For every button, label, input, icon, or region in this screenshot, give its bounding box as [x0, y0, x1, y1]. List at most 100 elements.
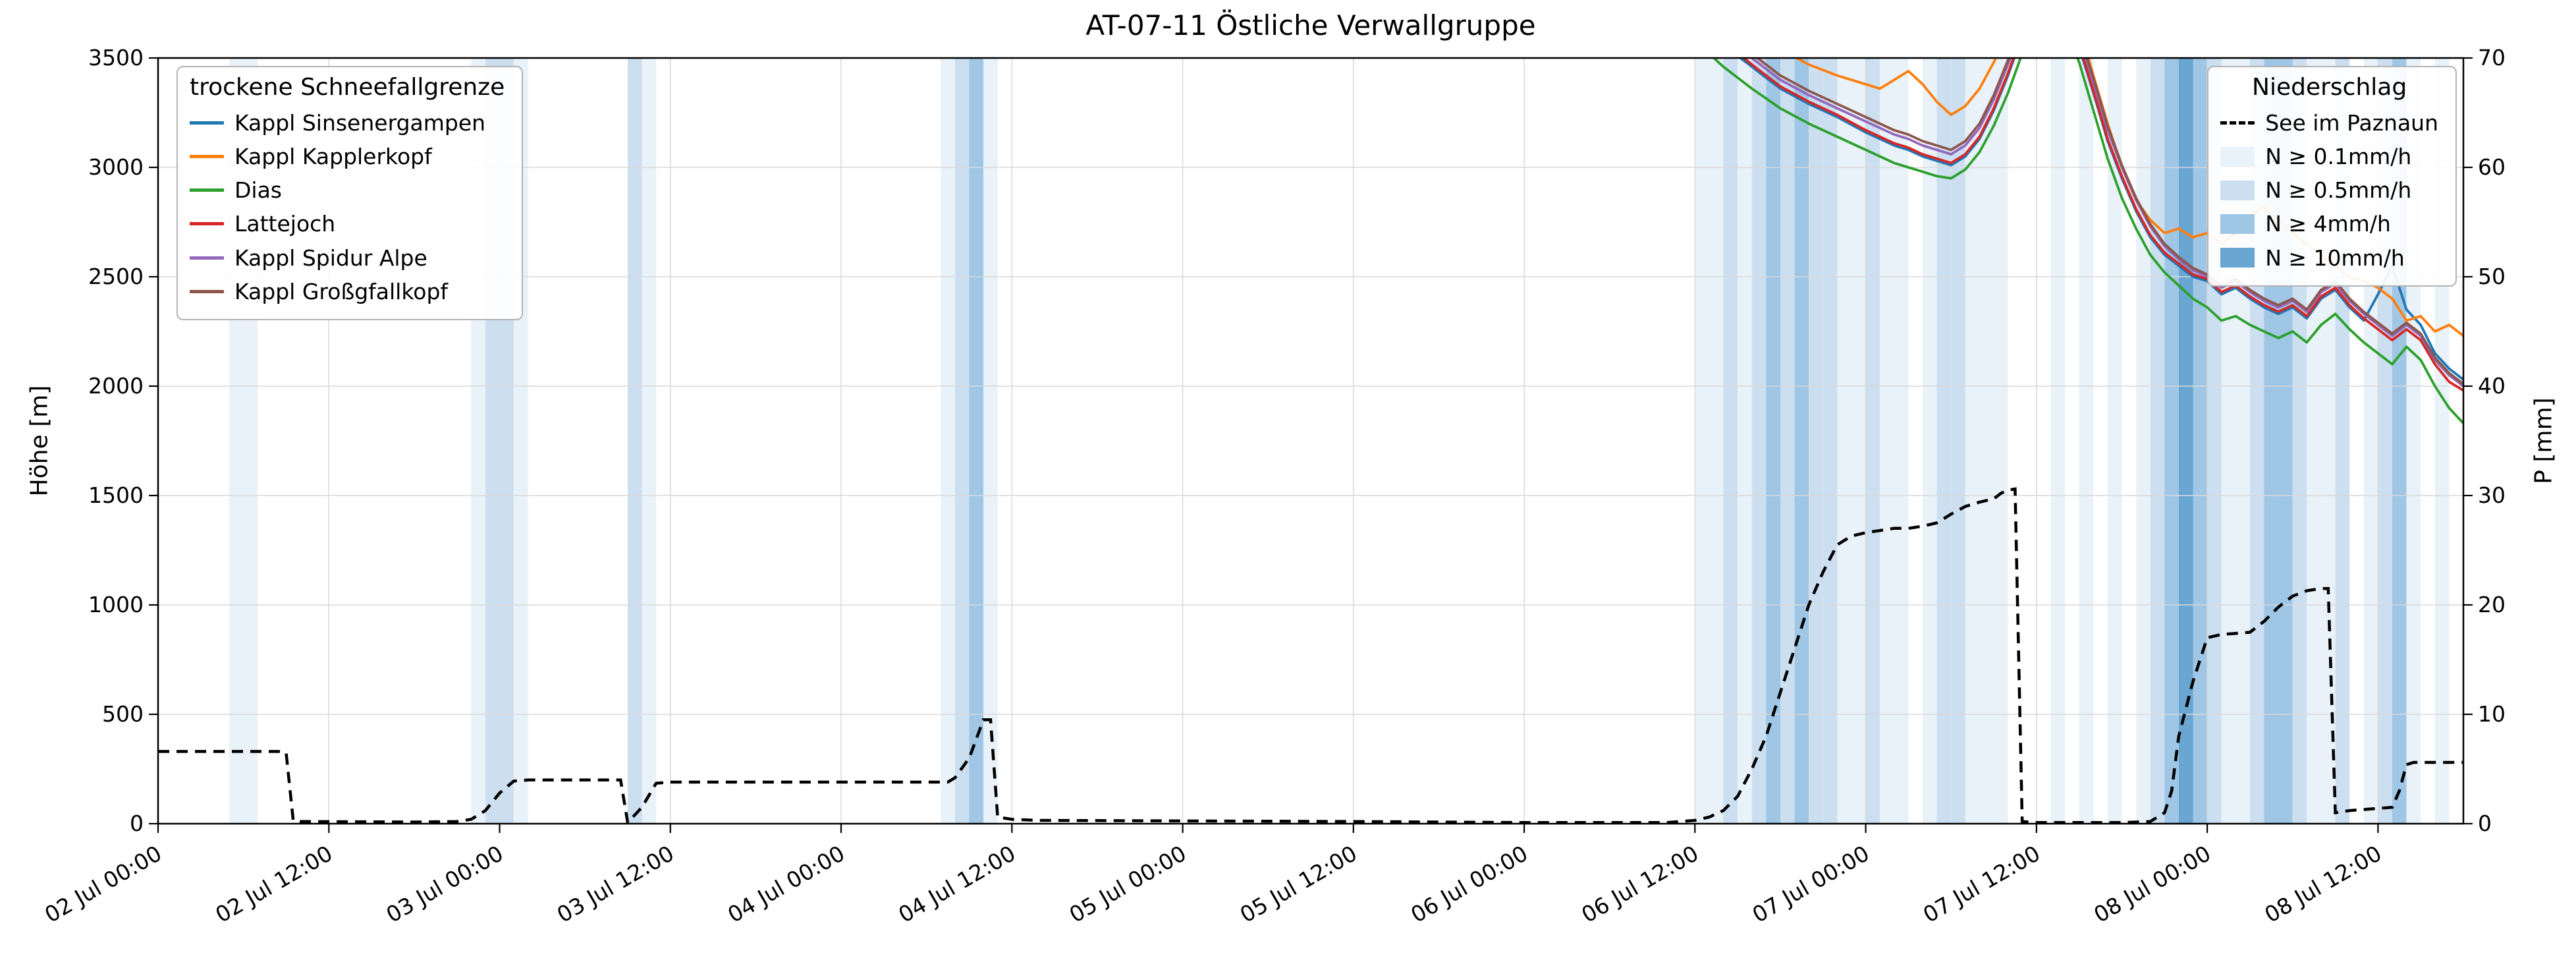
x-tick-label: 07 Jul 12:00 [1919, 840, 2044, 928]
precip-bands [229, 58, 2450, 824]
precip-band [1695, 58, 1724, 824]
line-swatch-icon [190, 289, 224, 293]
line-swatch-icon [190, 256, 224, 260]
legend-label: Dias [234, 177, 282, 204]
legend-item: N ≥ 0.1mm/h [2220, 140, 2438, 173]
precip-band [1851, 58, 1866, 824]
precip-band [983, 58, 998, 824]
precip-band [2193, 58, 2208, 824]
legend-item: Kappl Spidur Alpe [190, 241, 505, 275]
x-tick-label: 02 Jul 12:00 [211, 840, 337, 928]
legend-label: Kappl Kapplerkopf [234, 144, 432, 170]
precip-band [1822, 58, 1838, 824]
y-tick-label: 2000 [88, 373, 144, 399]
band-swatch-icon [2220, 248, 2255, 268]
precip-band [1880, 58, 1894, 824]
plot-border [157, 57, 2465, 825]
chart-title: AT-07-11 Östliche Verwallgruppe [1085, 9, 1536, 42]
legend-item: Lattejoch [190, 207, 505, 241]
y-tick-label: 30 [2478, 482, 2506, 508]
line-swatch-icon [190, 121, 224, 125]
legend-item: N ≥ 4mm/h [2220, 207, 2438, 241]
legend-item: Kappl Großgfallkopf [190, 275, 505, 308]
y-tick-label: 20 [2478, 592, 2506, 617]
y-tick-label: 50 [2478, 264, 2506, 289]
precip-band [1723, 58, 1738, 824]
precip-band [1979, 58, 1994, 824]
y-tick-label: 40 [2478, 373, 2506, 399]
precip-band [1936, 58, 1952, 824]
legend-label: Kappl Großgfallkopf [234, 278, 449, 304]
y-tick-label: 1000 [88, 592, 144, 617]
x-tick-label: 05 Jul 00:00 [1065, 840, 1191, 928]
legend-label: See im Paznaun [2265, 110, 2438, 136]
band-swatch-icon [2220, 146, 2255, 167]
legend-item: Dias [190, 173, 505, 207]
x-tick-label: 05 Jul 12:00 [1236, 840, 1361, 928]
x-tick-label: 06 Jul 00:00 [1406, 840, 1532, 928]
legend-label: N ≥ 10mm/h [2265, 244, 2405, 271]
legend-label: Kappl Sinsenergampen [234, 110, 486, 136]
y-tick-label: 3000 [88, 154, 144, 180]
y-tick-label: 70 [2478, 45, 2506, 71]
precip-band [1923, 58, 1937, 824]
precip-band [2079, 58, 2094, 824]
legend-item: Kappl Sinsenergampen [190, 106, 505, 140]
legend-item: See im Paznaun [2220, 106, 2438, 140]
precip-band [1894, 58, 1909, 824]
precip-band [1780, 58, 1795, 824]
band-swatch-icon [2220, 214, 2255, 234]
x-tick-label: 08 Jul 12:00 [2261, 840, 2386, 928]
precip-band [642, 58, 657, 824]
line-swatch-icon [190, 222, 224, 226]
x-tick-label: 04 Jul 12:00 [894, 840, 1020, 928]
precip-band [1738, 58, 1752, 824]
line-swatch-icon [190, 155, 224, 159]
legend-label: Lattejoch [234, 211, 336, 237]
precip-band [1865, 58, 1880, 824]
y-tick-labels-left: 0 500 1000 1500 2000 2500 3000 3500 [88, 45, 144, 836]
precip-band [941, 58, 955, 824]
precip-band [2164, 58, 2179, 824]
legend-label: N ≥ 4mm/h [2265, 211, 2391, 237]
x-tick-label: 08 Jul 00:00 [2089, 840, 2215, 928]
y-tick-label: 1500 [88, 482, 144, 508]
line-swatch-icon [190, 188, 224, 192]
y-tick-label: 0 [2478, 811, 2492, 836]
y-tick-label: 500 [102, 701, 144, 727]
y-tick-label: 3500 [88, 45, 144, 71]
y-tick-label: 10 [2478, 701, 2506, 727]
precip-band [954, 58, 970, 824]
precip-band [2178, 58, 2193, 824]
precip-band [1994, 58, 2008, 824]
legend-label: N ≥ 0.5mm/h [2265, 177, 2412, 204]
precip-band [628, 58, 642, 824]
axis-ticks [149, 57, 2473, 833]
precip-band [2136, 58, 2151, 824]
precip-band [1794, 58, 1809, 824]
precip-band [1965, 58, 1980, 824]
x-tick-label: 02 Jul 00:00 [40, 840, 166, 928]
precip-band [2050, 58, 2066, 824]
series-line [1712, 58, 2463, 424]
x-tick-label: 06 Jul 12:00 [1577, 840, 1703, 928]
legend-item: Kappl Kapplerkopf [190, 140, 505, 173]
x-tick-label: 04 Jul 00:00 [723, 840, 849, 928]
dashed-line-swatch-icon [2220, 121, 2255, 125]
x-tick-labels: 02 Jul 00:00 02 Jul 12:00 03 Jul 00:00 03 J… [40, 840, 2386, 928]
precip-band [1837, 58, 1851, 824]
y-tick-labels-right: 0 10 20 30 40 50 60 70 [2478, 45, 2506, 836]
x-tick-label: 03 Jul 12:00 [553, 840, 678, 928]
precip-band [1751, 58, 1767, 824]
series-line [1755, 58, 2463, 385]
legend-item: N ≥ 0.5mm/h [2220, 173, 2438, 207]
legend-title: trockene Schneefallgrenze [190, 74, 505, 101]
precip-band [2107, 58, 2122, 824]
precip-band [1951, 58, 1965, 824]
legend-snowfall-line: trockene Schneefallgrenze Kappl Sinsener… [177, 66, 524, 320]
series-line [1742, 58, 2463, 392]
precip-band [1766, 58, 1780, 824]
legend-item: N ≥ 10mm/h [2220, 241, 2438, 275]
x-tick-label: 03 Jul 00:00 [382, 840, 508, 928]
